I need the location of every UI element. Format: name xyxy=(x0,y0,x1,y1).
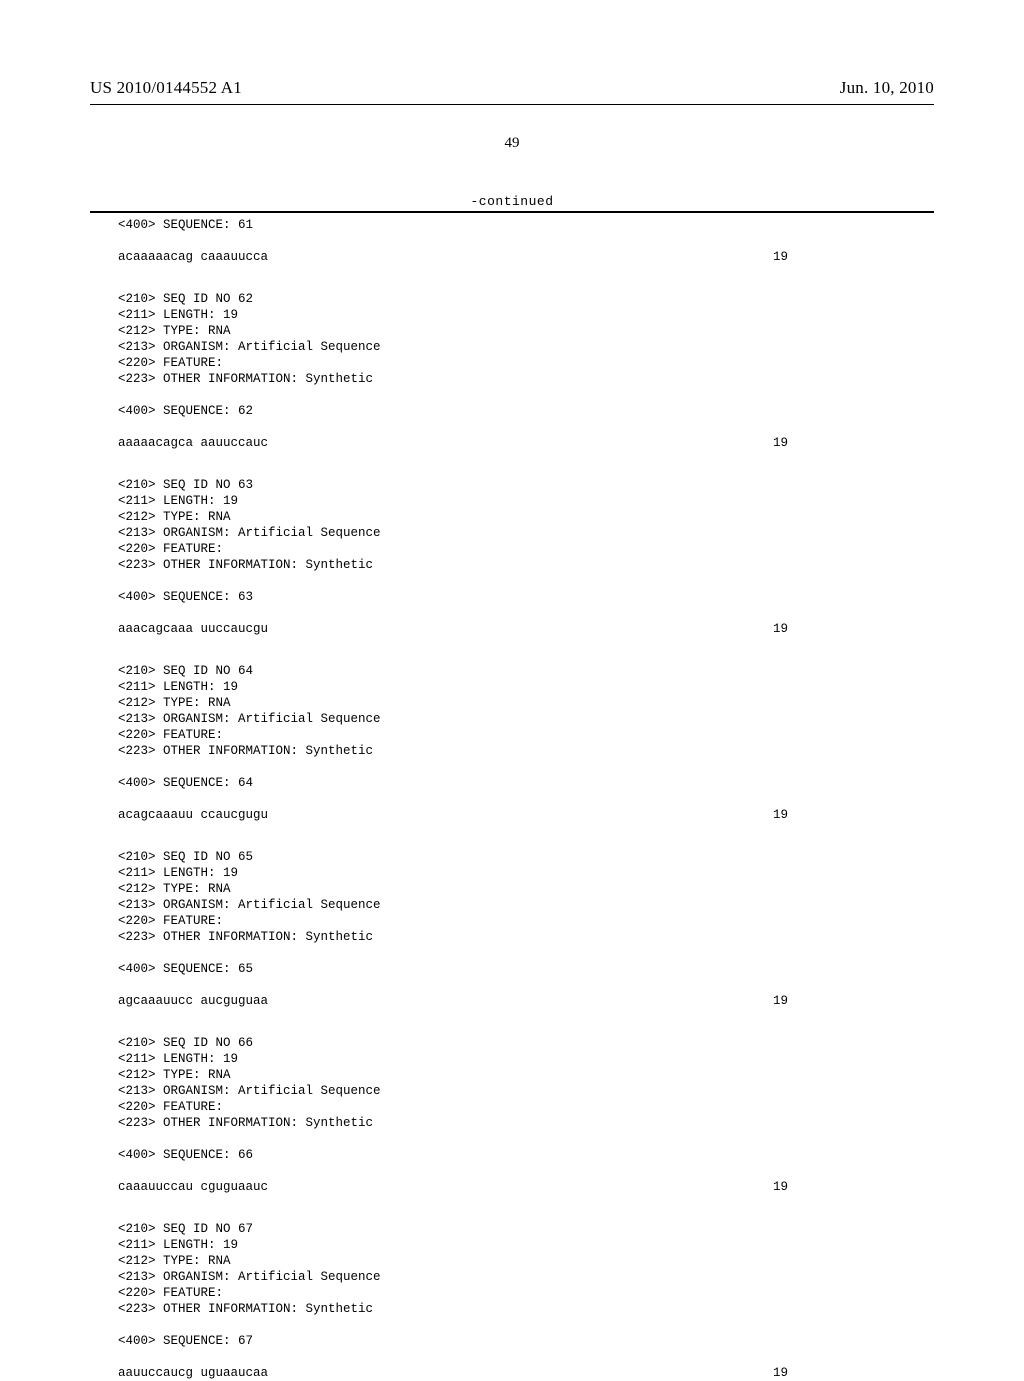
sequence-length: 19 xyxy=(773,993,788,1009)
spacer xyxy=(118,1163,934,1179)
seq-meta-line: <213> ORGANISM: Artificial Sequence xyxy=(118,897,934,913)
sequence-length: 19 xyxy=(773,249,788,265)
spacer xyxy=(118,1349,934,1365)
spacer xyxy=(118,1009,934,1035)
sequence-row: acagcaaauu ccaucgugu 19 xyxy=(118,807,788,823)
publication-date: Jun. 10, 2010 xyxy=(840,78,934,98)
seq-meta-line: <212> TYPE: RNA xyxy=(118,1253,934,1269)
seq-meta-line: <211> LENGTH: 19 xyxy=(118,1051,934,1067)
sequence-length: 19 xyxy=(773,807,788,823)
seq-meta-line: <220> FEATURE: xyxy=(118,1285,934,1301)
sequence-length: 19 xyxy=(773,1179,788,1195)
seq-meta-line: <213> ORGANISM: Artificial Sequence xyxy=(118,711,934,727)
spacer xyxy=(118,605,934,621)
sequence-text: acaaaaacag caaauucca xyxy=(118,249,268,265)
seq-meta-line: <400> SEQUENCE: 63 xyxy=(118,589,934,605)
seq-meta-line: <211> LENGTH: 19 xyxy=(118,307,934,323)
spacer xyxy=(118,1131,934,1147)
seq-meta-line: <212> TYPE: RNA xyxy=(118,695,934,711)
patent-page: US 2010/0144552 A1 Jun. 10, 2010 49 -con… xyxy=(0,0,1024,1320)
sequence-text: aaacagcaaa uuccaucgu xyxy=(118,621,268,637)
spacer xyxy=(118,1317,934,1333)
seq-meta-line: <210> SEQ ID NO 67 xyxy=(118,1221,934,1237)
sequence-length: 19 xyxy=(773,435,788,451)
seq-meta-line: <211> LENGTH: 19 xyxy=(118,1237,934,1253)
spacer xyxy=(118,1195,934,1221)
seq-meta-line: <400> SEQUENCE: 61 xyxy=(118,217,934,233)
spacer xyxy=(118,791,934,807)
seq-meta-line: <400> SEQUENCE: 64 xyxy=(118,775,934,791)
spacer xyxy=(118,419,934,435)
sequence-listing: <400> SEQUENCE: 61 acaaaaacag caaauucca 19… xyxy=(118,217,934,1381)
seq-meta-line: <220> FEATURE: xyxy=(118,913,934,929)
sequence-length: 19 xyxy=(773,621,788,637)
spacer xyxy=(118,233,934,249)
sequence-text: agcaaauucc aucguguaa xyxy=(118,993,268,1009)
spacer xyxy=(118,265,934,291)
seq-meta-line: <210> SEQ ID NO 66 xyxy=(118,1035,934,1051)
seq-meta-line: <210> SEQ ID NO 65 xyxy=(118,849,934,865)
spacer xyxy=(118,573,934,589)
sequence-row: caaauuccau cguguaauc 19 xyxy=(118,1179,788,1195)
header-rule xyxy=(90,104,934,105)
seq-meta-line: <213> ORGANISM: Artificial Sequence xyxy=(118,1083,934,1099)
spacer xyxy=(118,637,934,663)
seq-meta-line: <210> SEQ ID NO 63 xyxy=(118,477,934,493)
seq-meta-line: <223> OTHER INFORMATION: Synthetic xyxy=(118,929,934,945)
spacer xyxy=(118,823,934,849)
seq-meta-line: <400> SEQUENCE: 66 xyxy=(118,1147,934,1163)
spacer xyxy=(118,451,934,477)
seq-meta-line: <223> OTHER INFORMATION: Synthetic xyxy=(118,557,934,573)
seq-meta-line: <211> LENGTH: 19 xyxy=(118,679,934,695)
sequence-row: acaaaaacag caaauucca 19 xyxy=(118,249,788,265)
seq-meta-line: <400> SEQUENCE: 62 xyxy=(118,403,934,419)
sequence-row: aauuccaucg uguaaucaa 19 xyxy=(118,1365,788,1381)
seq-meta-line: <211> LENGTH: 19 xyxy=(118,865,934,881)
seq-meta-line: <400> SEQUENCE: 67 xyxy=(118,1333,934,1349)
spacer xyxy=(118,759,934,775)
seq-meta-line: <223> OTHER INFORMATION: Synthetic xyxy=(118,371,934,387)
content-top-rule xyxy=(90,211,934,213)
sequence-text: aaaaacagca aauuccauc xyxy=(118,435,268,451)
sequence-row: aaacagcaaa uuccaucgu 19 xyxy=(118,621,788,637)
sequence-row: agcaaauucc aucguguaa 19 xyxy=(118,993,788,1009)
seq-meta-line: <212> TYPE: RNA xyxy=(118,1067,934,1083)
spacer xyxy=(118,387,934,403)
seq-meta-line: <212> TYPE: RNA xyxy=(118,881,934,897)
sequence-row: aaaaacagca aauuccauc 19 xyxy=(118,435,788,451)
seq-meta-line: <211> LENGTH: 19 xyxy=(118,493,934,509)
seq-meta-line: <220> FEATURE: xyxy=(118,727,934,743)
sequence-text: caaauuccau cguguaauc xyxy=(118,1179,268,1195)
page-number: 49 xyxy=(90,135,934,152)
seq-meta-line: <213> ORGANISM: Artificial Sequence xyxy=(118,525,934,541)
seq-meta-line: <212> TYPE: RNA xyxy=(118,323,934,339)
spacer xyxy=(118,945,934,961)
publication-number: US 2010/0144552 A1 xyxy=(90,78,242,98)
continued-label: -continued xyxy=(90,194,934,209)
sequence-text: acagcaaauu ccaucgugu xyxy=(118,807,268,823)
seq-meta-line: <220> FEATURE: xyxy=(118,355,934,371)
seq-meta-line: <210> SEQ ID NO 62 xyxy=(118,291,934,307)
seq-meta-line: <400> SEQUENCE: 65 xyxy=(118,961,934,977)
sequence-length: 19 xyxy=(773,1365,788,1381)
seq-meta-line: <213> ORGANISM: Artificial Sequence xyxy=(118,339,934,355)
seq-meta-line: <223> OTHER INFORMATION: Synthetic xyxy=(118,743,934,759)
seq-meta-line: <213> ORGANISM: Artificial Sequence xyxy=(118,1269,934,1285)
sequence-text: aauuccaucg uguaaucaa xyxy=(118,1365,268,1381)
spacer xyxy=(118,977,934,993)
seq-meta-line: <220> FEATURE: xyxy=(118,541,934,557)
page-header: US 2010/0144552 A1 Jun. 10, 2010 xyxy=(90,78,934,98)
seq-meta-line: <220> FEATURE: xyxy=(118,1099,934,1115)
seq-meta-line: <210> SEQ ID NO 64 xyxy=(118,663,934,679)
seq-meta-line: <223> OTHER INFORMATION: Synthetic xyxy=(118,1301,934,1317)
seq-meta-line: <223> OTHER INFORMATION: Synthetic xyxy=(118,1115,934,1131)
seq-meta-line: <212> TYPE: RNA xyxy=(118,509,934,525)
